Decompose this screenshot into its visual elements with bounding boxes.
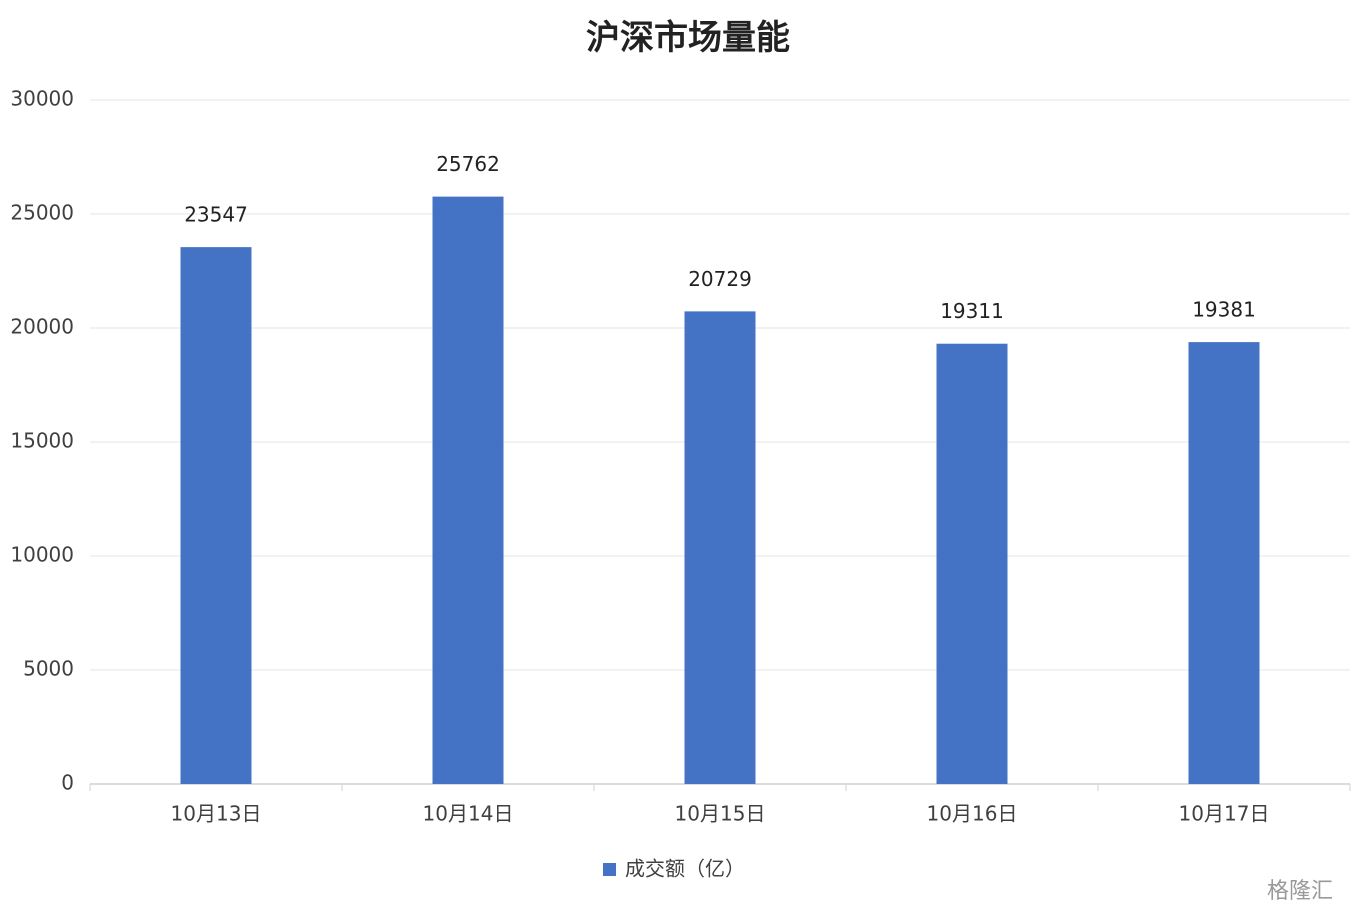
legend-label: 成交额（亿） [625,857,745,881]
y-tick-label: 30000 [10,87,74,111]
y-tick-label: 5000 [23,657,74,681]
y-tick-label: 10000 [10,543,74,567]
bar [1188,342,1260,784]
y-tick-label: 25000 [10,201,74,225]
data-label: 20729 [688,267,752,291]
data-label: 19311 [940,299,1004,323]
x-tick-label: 10月17日 [1179,802,1270,826]
legend-swatch [603,863,616,876]
watermark: 格隆汇 [1267,879,1333,904]
data-label: 19381 [1192,298,1256,322]
y-tick-label: 0 [61,771,74,795]
data-label: 23547 [184,203,248,227]
x-tick-label: 10月16日 [927,802,1018,826]
x-tick-label: 10月15日 [675,802,766,826]
bar [432,196,504,784]
y-tick-label: 15000 [10,429,74,453]
data-label: 25762 [436,152,500,176]
bar [936,343,1008,784]
x-tick-label: 10月14日 [423,802,514,826]
bar [684,311,756,784]
chart-title: 沪深市场量能 [586,18,790,58]
x-tick-label: 10月13日 [171,802,262,826]
bar [180,247,252,784]
y-tick-label: 20000 [10,315,74,339]
